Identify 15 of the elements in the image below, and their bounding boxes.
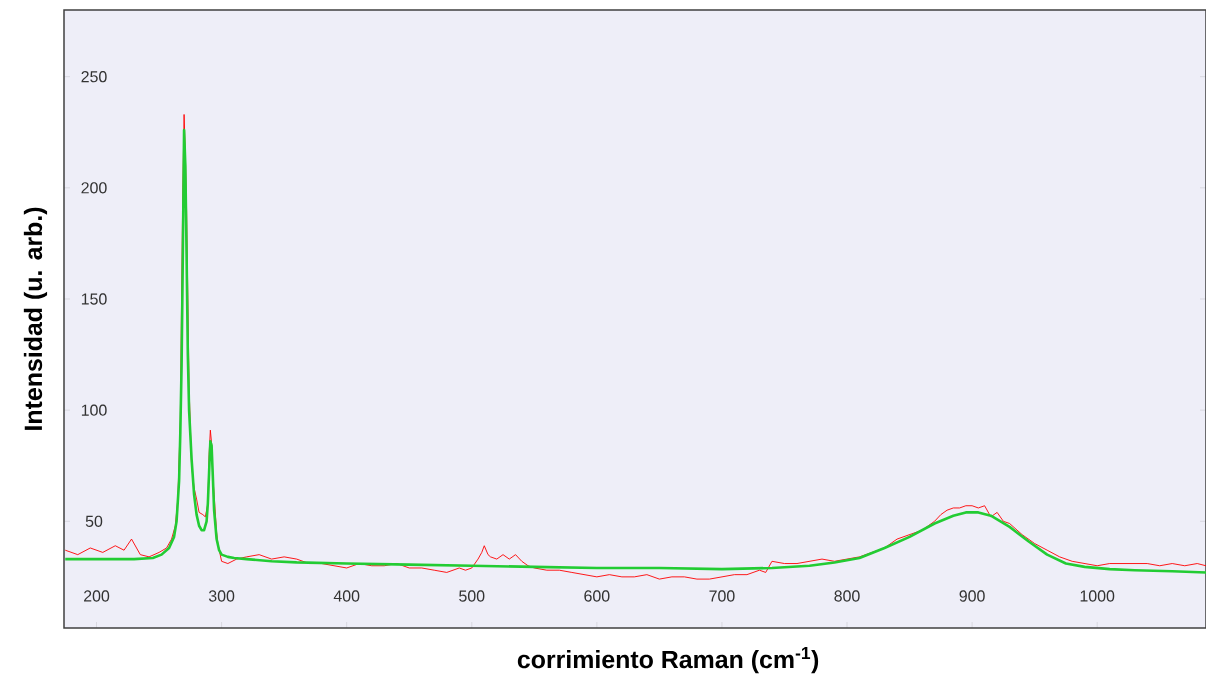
y-axis-title: Intensidad (u. arb.) xyxy=(23,207,48,430)
x-tick-label: 500 xyxy=(459,590,485,602)
x-axis-title: corrimiento Raman (cm$^{-1}$) xyxy=(517,647,819,674)
x-tick-label: 1000 xyxy=(1080,590,1115,602)
y-tick-label: 100 xyxy=(81,404,107,416)
x-tick-label: 900 xyxy=(959,590,985,602)
x-tick-label: 700 xyxy=(709,590,735,602)
y-tick-label: 250 xyxy=(81,71,107,83)
y-tick-label: 200 xyxy=(81,182,107,194)
y-tick-label: 150 xyxy=(81,293,107,305)
x-tick-label: 300 xyxy=(208,590,235,602)
x-tick-label: 400 xyxy=(333,590,360,602)
y-tick-label: 50 xyxy=(85,515,103,527)
x-tick-label: 800 xyxy=(834,590,860,602)
x-tick-label: 600 xyxy=(584,590,610,602)
